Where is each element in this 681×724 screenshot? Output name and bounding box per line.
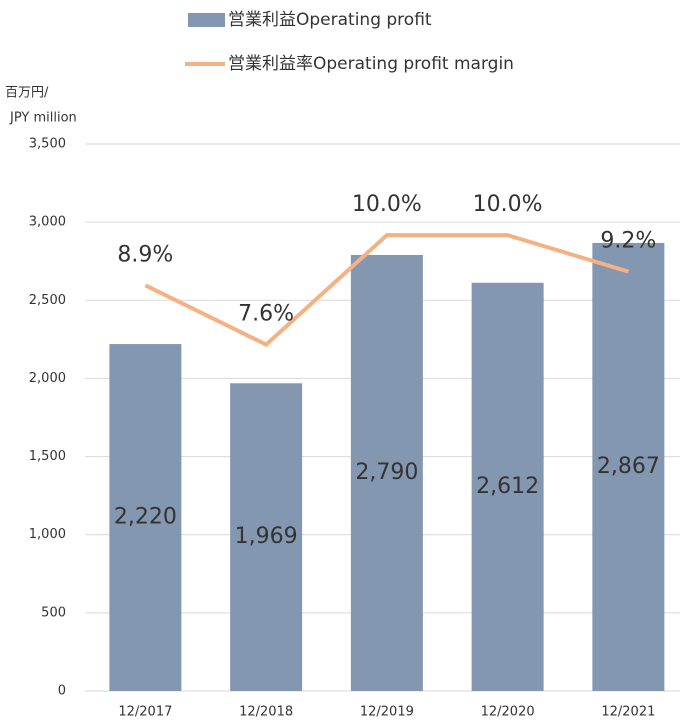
y-axis-label: 百万円/ [5,86,49,101]
bar-value-label: 2,867 [597,454,660,479]
y-tick-label: 3,500 [29,137,66,152]
bar [230,383,303,691]
y-tick-label: 0 [58,684,66,699]
line-value-label: 10.0% [473,192,543,217]
bar [109,344,182,691]
bar [350,254,423,691]
y-tick-label: 1,000 [29,527,66,542]
y-tick-label: 500 [41,605,66,620]
bar-value-label: 2,220 [114,505,177,530]
y-tick-label: 2,500 [29,293,66,308]
bar [471,282,544,691]
y-tick-label: 2,000 [29,371,66,386]
line [144,233,629,347]
y-axis-label: JPY million [9,111,77,126]
x-tick-label: 12/2020 [481,705,535,720]
line-value-label: 10.0% [352,192,422,217]
x-tick-label: 12/2018 [239,705,293,720]
bar [592,242,665,691]
legend-label: 営業利益Operating profit [228,10,432,30]
line-value-label: 9.2% [600,229,656,254]
bar-value-label: 2,790 [355,460,418,485]
line-value-label: 8.9% [117,242,173,267]
line-value-label: 7.6% [238,302,294,327]
x-tick-label: 12/2021 [601,705,655,720]
legend-swatch [188,13,225,27]
x-tick-label: 12/2017 [118,705,172,720]
legend-label: 営業利益率Operating profit margin [228,54,514,74]
bar-value-label: 1,969 [235,524,298,549]
y-tick-label: 1,500 [29,449,66,464]
bar-value-label: 2,612 [476,474,539,499]
x-tick-label: 12/2019 [360,705,414,720]
y-tick-label: 3,000 [29,215,66,230]
